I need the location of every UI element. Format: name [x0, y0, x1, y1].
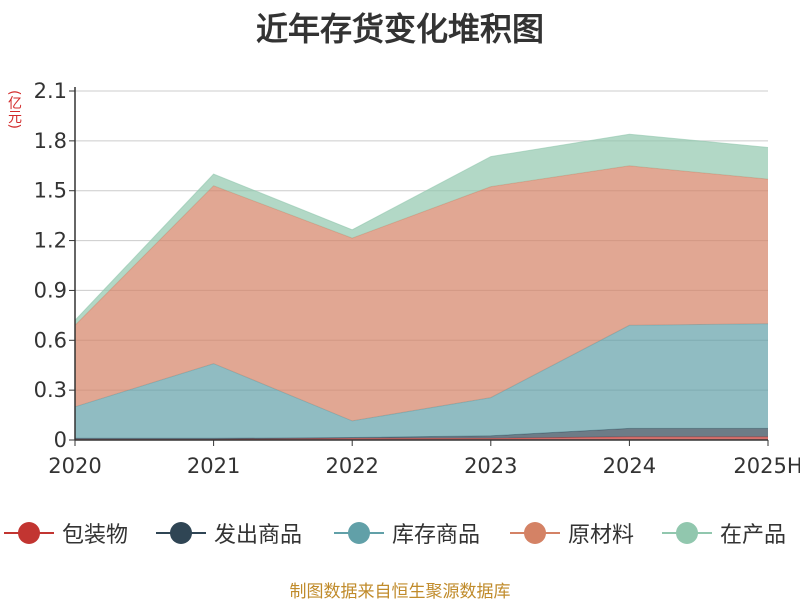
x-tick-label: 2021	[187, 454, 240, 478]
y-tick-label: 1.8	[34, 129, 67, 153]
legend-swatch-dot	[524, 522, 546, 544]
x-tick-label: 2022	[325, 454, 378, 478]
legend-swatch-dot	[18, 522, 40, 544]
y-tick-label: 0.9	[34, 278, 67, 302]
y-tick-label: 1.2	[34, 229, 67, 253]
y-tick-label: 0.6	[34, 328, 67, 352]
y-tick-label: 0.3	[34, 378, 67, 402]
x-tick-label: 2020	[48, 454, 101, 478]
legend-swatch-dot	[170, 522, 192, 544]
y-tick-label: 2.1	[34, 79, 67, 103]
y-tick-label: 1.5	[34, 179, 67, 203]
legend-swatch	[510, 518, 560, 548]
y-axis-unit: (亿元)	[6, 90, 22, 129]
area-series-2	[75, 323, 768, 439]
legend-label: 在产品	[720, 523, 787, 548]
x-tick-label: 2023	[464, 454, 517, 478]
legend-label: 包装物	[62, 523, 129, 548]
y-tick-label: 0	[54, 428, 67, 452]
legend-swatch	[4, 518, 54, 548]
x-tick-label: 2025H	[733, 454, 800, 478]
area-series-3	[75, 165, 768, 421]
area-series-4	[75, 134, 768, 326]
legend-item[interactable]: 包装物	[4, 518, 128, 548]
legend-item[interactable]: 原材料	[510, 518, 634, 548]
legend-swatch	[662, 518, 712, 548]
x-tick-label: 2024	[603, 454, 656, 478]
chart-title: 近年存货变化堆积图	[255, 10, 544, 48]
legend-swatch-dot	[676, 522, 698, 544]
legend-swatch-dot	[348, 522, 370, 544]
legend-item[interactable]: 发出商品	[156, 518, 302, 548]
legend-label: 发出商品	[214, 523, 303, 548]
legend-item[interactable]: 库存商品	[334, 518, 480, 548]
legend-swatch	[156, 518, 206, 548]
legend-swatch	[334, 518, 384, 548]
legend: 包装物 发出商品 库存商品 原材料 在产品	[0, 518, 800, 548]
legend-label: 原材料	[568, 523, 635, 548]
data-source-note: 制图数据来自恒生聚源数据库	[289, 582, 511, 602]
legend-label: 库存商品	[392, 523, 481, 548]
area-series-1	[75, 428, 768, 440]
legend-item[interactable]: 在产品	[662, 518, 786, 548]
area-series-line-4	[74, 133, 769, 321]
